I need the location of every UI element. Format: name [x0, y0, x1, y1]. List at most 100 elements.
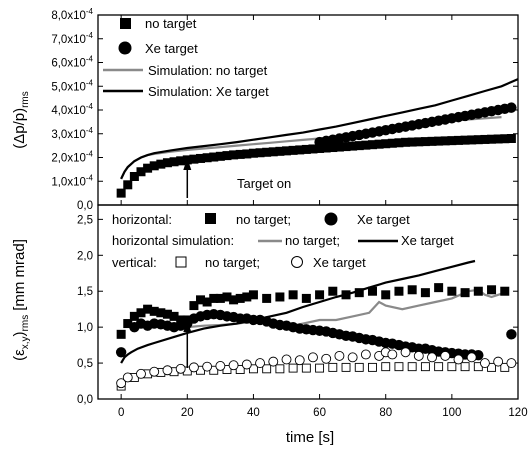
- data-point: [129, 172, 139, 181]
- data-point: [334, 350, 345, 361]
- top-y-tick-label: 2,0x10-4: [51, 150, 93, 165]
- data-point: [189, 154, 199, 164]
- data-point: [381, 139, 391, 149]
- data-point: [242, 292, 252, 302]
- data-point: [460, 135, 470, 145]
- data-point: [354, 141, 364, 151]
- data-point: [506, 358, 517, 369]
- legend-marker-v-no-target: [175, 256, 187, 268]
- data-point: [308, 144, 318, 154]
- data-point: [228, 360, 239, 371]
- data-point: [401, 137, 411, 147]
- data-point: [123, 180, 133, 190]
- data-point: [229, 150, 239, 160]
- bottom-y-tick-label: 1,0: [77, 322, 93, 334]
- top-y-tick-label: 4,0x10-4: [51, 102, 93, 117]
- data-point: [282, 146, 292, 156]
- data-point: [407, 137, 417, 147]
- data-point: [367, 286, 377, 296]
- data-point: [460, 288, 470, 298]
- data-point: [255, 148, 265, 158]
- bottom-x-tick-label: 60: [313, 407, 326, 419]
- data-point: [493, 134, 503, 144]
- data-point: [487, 362, 496, 372]
- data-point: [420, 137, 430, 147]
- bottom-plot-marks: [115, 259, 517, 391]
- data-point: [493, 356, 504, 367]
- data-point: [275, 146, 285, 156]
- top-y-tick-label: 6,0x10-4: [51, 55, 93, 70]
- data-point: [447, 136, 457, 146]
- data-point: [440, 136, 450, 146]
- data-point: [169, 157, 179, 167]
- data-point: [202, 297, 212, 307]
- data-point: [235, 293, 245, 303]
- bottom-y-tick-label: 2,5: [77, 214, 93, 226]
- data-point: [176, 156, 186, 166]
- data-point: [288, 363, 298, 373]
- data-point: [175, 363, 186, 374]
- data-point: [235, 149, 245, 159]
- data-point: [447, 286, 457, 296]
- data-point: [169, 311, 179, 321]
- top-y-tick-label: 7,0x10-4: [51, 31, 93, 46]
- data-point: [447, 362, 457, 372]
- data-point: [149, 161, 159, 171]
- data-point: [143, 304, 153, 314]
- top-y-axis-title: (Δp/p)rms: [11, 91, 31, 149]
- series-line: [120, 259, 476, 364]
- data-point: [248, 148, 258, 158]
- legend-label-h-no-target: no target;: [236, 212, 291, 227]
- top-plot-marks: [116, 78, 519, 198]
- top-legend: no target Xe target Simulation: no targe…: [103, 16, 269, 99]
- data-point: [162, 309, 172, 319]
- data-point: [368, 362, 377, 372]
- data-point: [414, 137, 424, 147]
- bottom-x-tick-label: 80: [379, 407, 392, 419]
- data-point: [413, 350, 424, 361]
- data-point: [196, 153, 206, 163]
- data-point: [143, 163, 153, 173]
- data-point: [275, 364, 285, 374]
- data-point: [255, 358, 265, 369]
- data-point: [248, 290, 258, 300]
- data-point: [268, 147, 278, 157]
- legend-label-xe-target: Xe target: [145, 41, 198, 56]
- data-point: [427, 352, 437, 363]
- data-point: [262, 293, 272, 303]
- data-point: [453, 354, 464, 365]
- series-line: [120, 78, 519, 180]
- top-y-tick-label: 5,0x10-4: [51, 78, 93, 93]
- data-point: [202, 153, 212, 163]
- data-point: [347, 352, 358, 363]
- legend-marker-xe-target: [118, 41, 132, 55]
- data-point: [473, 135, 483, 145]
- legend-marker-v-xe-target: [291, 256, 303, 268]
- data-point: [367, 140, 377, 150]
- legend-marker-no-target: [120, 18, 131, 29]
- data-point: [301, 144, 311, 154]
- data-point: [123, 319, 133, 329]
- data-point: [328, 362, 338, 372]
- top-y-tick-label: 8,0x10-4: [51, 7, 93, 22]
- data-point: [222, 151, 232, 161]
- top-y-tick-label: 3,0x10-4: [51, 126, 93, 141]
- data-point: [394, 286, 404, 296]
- legend-label-no-target: no target: [145, 16, 197, 31]
- data-point: [427, 136, 437, 146]
- data-point: [215, 293, 225, 303]
- data-point: [360, 349, 371, 360]
- data-point: [235, 365, 245, 374]
- data-point: [315, 290, 325, 300]
- data-point: [387, 349, 398, 360]
- bottom-y-tick-label: 1,5: [77, 286, 93, 298]
- data-point: [334, 142, 344, 152]
- data-point: [328, 286, 338, 296]
- data-point: [354, 362, 364, 372]
- bottom-y-tick-label: 2,0: [77, 250, 93, 262]
- data-point: [116, 188, 126, 198]
- legend-label-hsim-xe-target: Xe target: [401, 233, 454, 248]
- data-point: [506, 134, 516, 143]
- data-point: [301, 363, 311, 373]
